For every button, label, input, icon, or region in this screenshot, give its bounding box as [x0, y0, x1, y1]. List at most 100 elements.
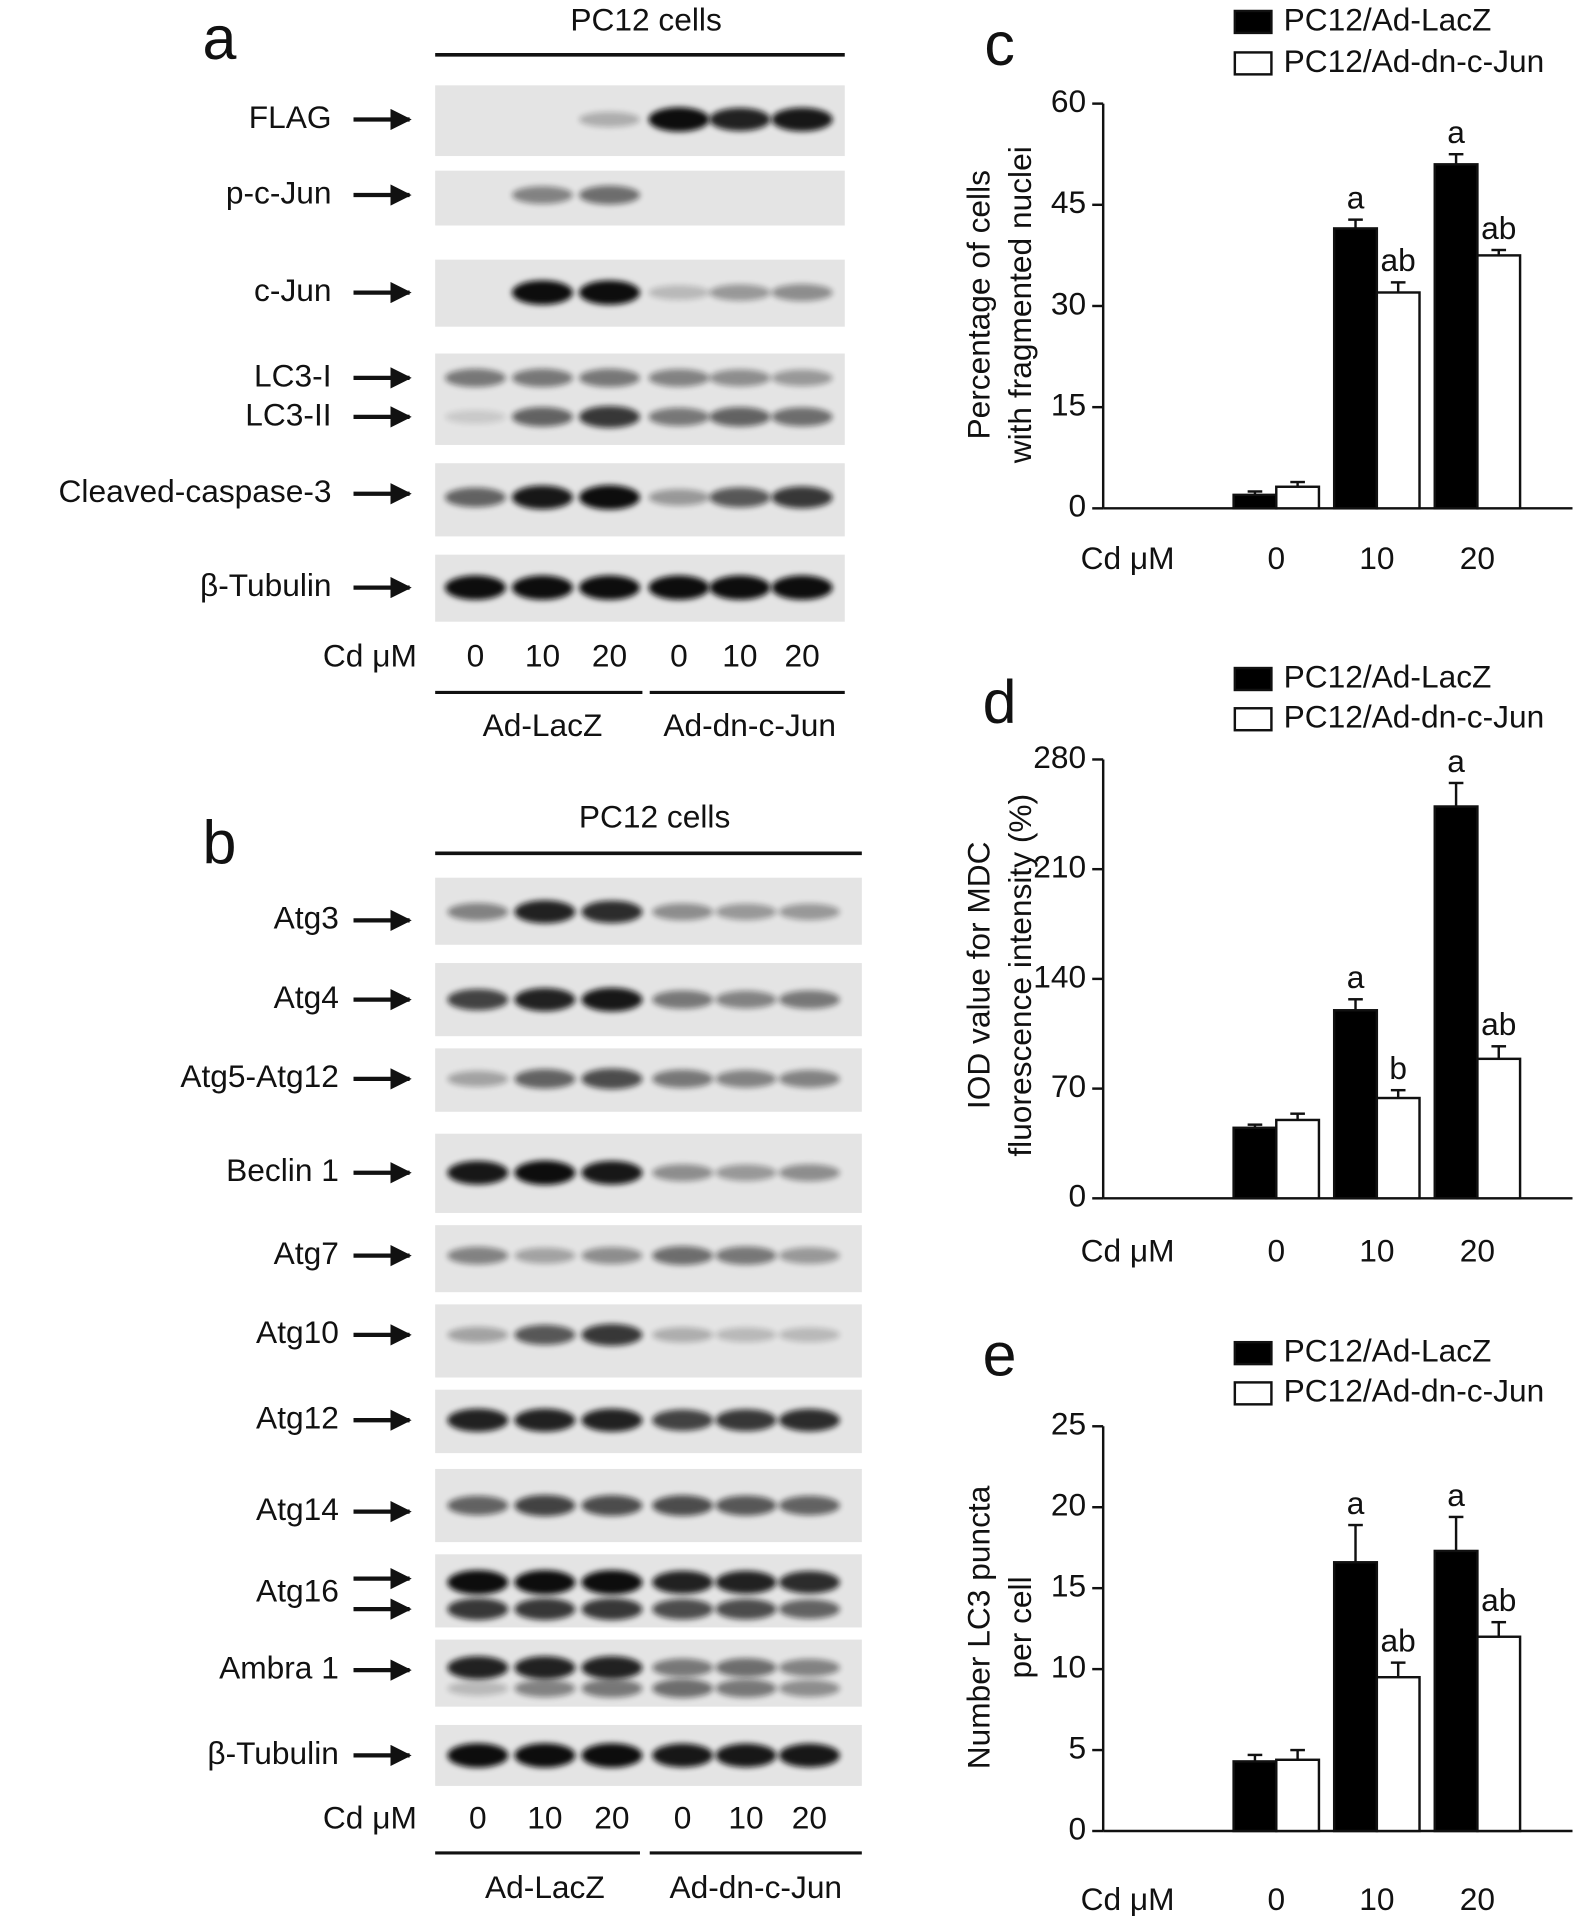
protein-label: β-Tubulin: [200, 567, 332, 603]
blot-band: [778, 1327, 840, 1343]
blot-band: [581, 1495, 643, 1516]
blot-band: [581, 1656, 643, 1680]
significance-label: a: [1447, 114, 1465, 150]
blot-band: [715, 1743, 777, 1768]
significance-label: a: [1447, 743, 1465, 779]
blot-band: [514, 1069, 576, 1089]
bar: [1332, 1561, 1379, 1833]
blot-band: [771, 486, 833, 509]
blot-band: [444, 410, 506, 424]
blot-band: [514, 1679, 576, 1698]
bar: [1275, 1118, 1321, 1200]
bar: [1232, 1760, 1278, 1833]
blot-band: [514, 1494, 576, 1517]
blot-band: [648, 575, 710, 600]
x-tick-label: 10: [1359, 540, 1394, 576]
bar: [1332, 227, 1379, 510]
significance-label: a: [1347, 180, 1365, 216]
blot-band: [652, 1570, 714, 1594]
group-label: Ad-LacZ: [483, 707, 603, 743]
blot-band: [514, 1656, 576, 1680]
blot-band: [709, 107, 771, 132]
legend-swatch: [1233, 666, 1273, 692]
y-axis-label: IOD value for MDC: [961, 841, 997, 1109]
blot-band: [715, 1246, 777, 1265]
blot-band: [511, 575, 573, 600]
protein-label: Atg16: [256, 1573, 339, 1609]
blot-band: [778, 1599, 840, 1619]
blot-band: [715, 1495, 777, 1516]
group-label: Ad-dn-c-Jun: [669, 1869, 842, 1905]
legend-label: PC12/Ad-LacZ: [1284, 1, 1492, 37]
blot-band: [514, 900, 576, 924]
blot-band: [581, 1679, 643, 1698]
blot-band: [447, 1326, 509, 1343]
y-tick-label: 140: [1033, 958, 1086, 994]
blot-band: [778, 1743, 840, 1768]
bar: [1375, 1675, 1421, 1833]
blot-band: [648, 407, 710, 427]
y-tick-label: 45: [1051, 184, 1086, 220]
blot-band: [447, 1495, 509, 1516]
blot-band: [581, 1160, 643, 1185]
blot-band: [648, 369, 710, 387]
blot-band: [648, 285, 710, 300]
blot-band: [581, 1408, 643, 1432]
blot-band: [511, 280, 573, 305]
significance-label: a: [1447, 1477, 1465, 1513]
legend-label: PC12/Ad-dn-c-Jun: [1284, 1373, 1545, 1409]
blot-band: [771, 369, 833, 387]
blot-band: [648, 489, 710, 506]
blot-band: [447, 1681, 509, 1696]
dose: 20: [784, 638, 819, 674]
blot-band: [652, 990, 714, 1009]
legend-label: PC12/Ad-dn-c-Jun: [1284, 699, 1545, 735]
legend-swatch: [1233, 707, 1273, 732]
blot-band: [581, 1323, 643, 1346]
bar: [1275, 1758, 1321, 1833]
blot-band: [447, 1598, 509, 1621]
blot-band: [648, 107, 710, 132]
significance-label: ab: [1381, 242, 1416, 278]
y-axis-label: Number LC3 puncta: [961, 1485, 997, 1769]
blot-band: [778, 1247, 840, 1264]
dose: 10: [728, 1799, 763, 1835]
blot-band: [652, 1598, 714, 1620]
y-tick-label: 210: [1033, 849, 1086, 885]
dose: 0: [674, 1799, 692, 1835]
blot-membrane: [435, 1304, 862, 1378]
y-axis-label: Percentage of cells: [961, 170, 997, 440]
panel-letter: b: [202, 808, 236, 876]
blot-band: [447, 1408, 509, 1432]
significance-label: a: [1347, 959, 1365, 995]
panel-letter: e: [983, 1320, 1017, 1388]
y-tick-label: 0: [1068, 1178, 1086, 1214]
x-tick-label: 10: [1359, 1881, 1394, 1917]
x-tick-label: 0: [1267, 1233, 1285, 1269]
blot-band: [771, 575, 833, 600]
y-tick-label: 0: [1068, 488, 1086, 524]
dose: 20: [592, 638, 627, 674]
dose-label: Cd μM: [323, 1799, 417, 1835]
dose-label: Cd μM: [323, 638, 417, 674]
bar: [1332, 1009, 1379, 1200]
blot-band: [579, 185, 640, 205]
blot-band: [447, 1743, 509, 1768]
protein-label: LC3-II: [245, 396, 331, 432]
x-tick-label: 20: [1460, 1233, 1495, 1269]
dose: 10: [722, 638, 757, 674]
blot-band: [771, 107, 833, 132]
panel-letter: a: [202, 4, 236, 72]
protein-label: β-Tubulin: [207, 1735, 339, 1771]
dose: 10: [527, 1799, 562, 1835]
significance-label: ab: [1481, 210, 1516, 246]
bar: [1275, 485, 1321, 510]
blot-band: [652, 903, 714, 921]
blot-band: [447, 1246, 509, 1265]
legend-label: PC12/Ad-LacZ: [1284, 658, 1492, 694]
significance-label: ab: [1381, 1623, 1416, 1659]
blot-band: [579, 575, 640, 600]
x-tick-label: 10: [1359, 1233, 1394, 1269]
blot-band: [652, 1164, 714, 1182]
blot-band: [715, 1570, 777, 1594]
